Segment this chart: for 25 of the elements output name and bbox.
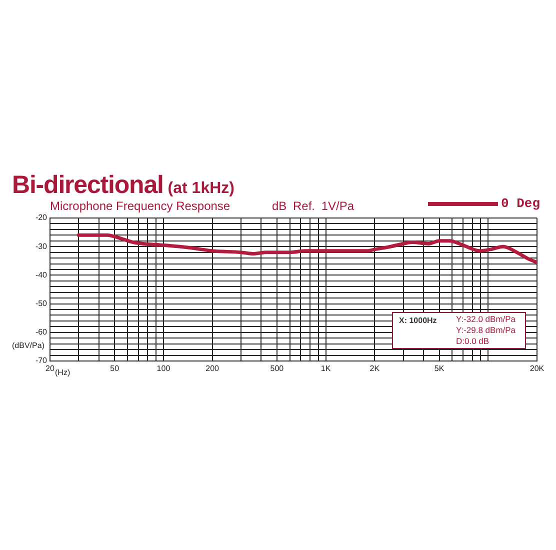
x-tick-label: 50 — [110, 364, 120, 374]
annotation: D:0.0 dB — [456, 336, 490, 347]
y-tick-label: -40 — [35, 270, 48, 280]
text: dB Ref. 1V/Pa — [272, 199, 354, 214]
y-tick-label: -50 — [35, 299, 48, 308]
y-tick-label: -20 — [35, 213, 48, 222]
chart-subtitle: Microphone Frequency Response — [50, 199, 230, 214]
x-tick-label: 5K — [434, 364, 445, 374]
chart-title: Bi-directional (at 1kHz) — [12, 171, 234, 199]
y-tick-label: -60 — [35, 328, 48, 337]
x-tick-label: 20 — [46, 364, 55, 374]
x-tick-label: 20K — [530, 364, 545, 374]
annotation: Y:-32.0 dBm/Pa — [456, 314, 516, 325]
x-tick-label: 200 — [206, 364, 220, 374]
annotation: X: 1000Hz — [399, 316, 437, 326]
x-tick-label: 2K — [370, 364, 380, 374]
x-tick-label: 500 — [270, 364, 284, 374]
text: 0 Deg — [500, 196, 540, 212]
y-tick-label: -70 — [35, 356, 48, 366]
y-tick-label: -30 — [35, 242, 48, 251]
annotation: Y:-29.8 dBm/Pa — [456, 325, 516, 336]
x-axis-title: (Hz) — [55, 368, 70, 378]
x-tick-label: 100 — [156, 364, 171, 374]
x-tick-label: 1K — [320, 364, 332, 374]
y-axis-title: (dBV/Pa) — [12, 341, 44, 350]
